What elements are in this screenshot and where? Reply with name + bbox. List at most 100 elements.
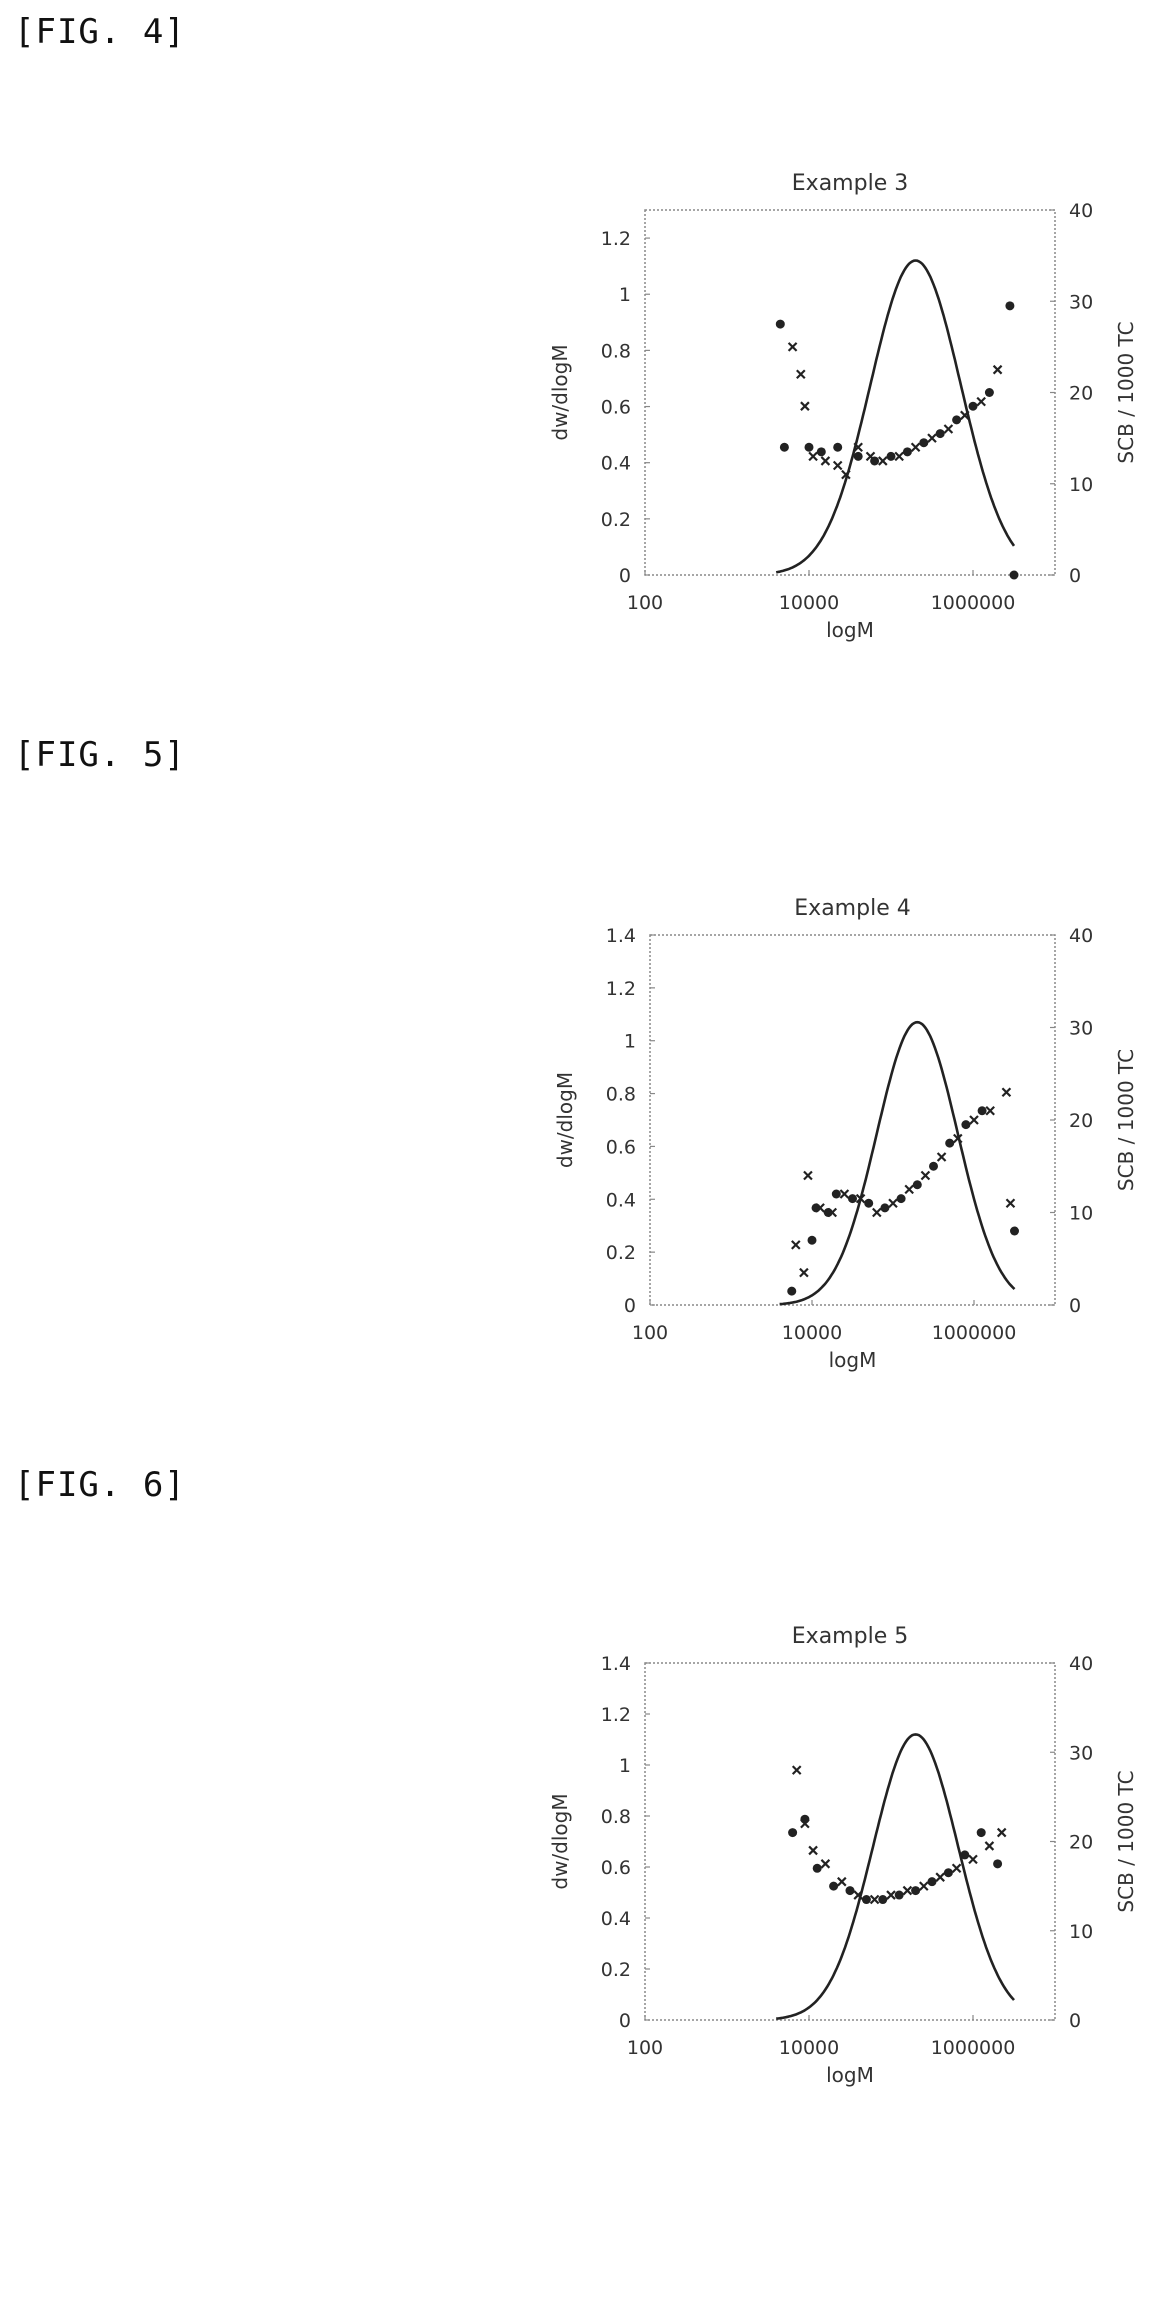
y-tick-label: 0 xyxy=(619,2010,631,2032)
y-tick-label: 0.2 xyxy=(601,509,631,531)
scb-dot-point xyxy=(878,1895,888,1905)
y-tick-label: 0.8 xyxy=(601,1806,631,1828)
scb-dot-point xyxy=(1009,570,1019,580)
y-tick-label: 1 xyxy=(624,1031,636,1053)
scb-cross-point xyxy=(808,1845,818,1856)
y-tick-label: 0.8 xyxy=(606,1084,636,1106)
scb-cross-point xyxy=(919,1881,929,1891)
cross-stroke xyxy=(855,1193,866,1204)
y-tick-label: 0.8 xyxy=(601,340,631,362)
scb-cross-point xyxy=(968,1854,978,1865)
x-axis-label: logM xyxy=(826,2063,874,2087)
scb-dot-point xyxy=(961,1120,971,1130)
scb-cross-point xyxy=(1001,1087,1012,1098)
x-tick-label: 1000000 xyxy=(932,1322,1017,1344)
scb-cross-point xyxy=(800,401,810,411)
scb-dot-point xyxy=(804,442,814,452)
cross-stroke xyxy=(791,1765,802,1775)
cross-stroke xyxy=(894,451,904,462)
cross-stroke xyxy=(936,1152,947,1162)
cross-stroke xyxy=(800,401,810,411)
x-tick-label: 10000 xyxy=(779,2037,839,2059)
y-tick-label: 0.2 xyxy=(601,1959,631,1981)
y-axis-label: dw/dlogM xyxy=(548,344,572,440)
scb-cross-point xyxy=(853,442,863,453)
scb-cross-point xyxy=(841,469,851,480)
y-tick-label: 1.4 xyxy=(601,1653,631,1675)
scb-dot-point xyxy=(831,1189,841,1199)
y-tick-label: 0 xyxy=(624,1295,636,1317)
scb-cross-point xyxy=(951,1863,962,1874)
y2-axis-label: SCB / 1000 TC xyxy=(1114,1770,1138,1912)
y-tick-label: 1.2 xyxy=(601,228,631,250)
x-tick-label: 10000 xyxy=(779,592,839,614)
scb-dot-point xyxy=(977,1106,987,1116)
mwd-curve xyxy=(776,1733,1015,2020)
y-tick-label: 0.6 xyxy=(606,1136,636,1158)
chart-example-4: Example 4 0 0.2 0.4 0.6 0.8 1 1.2 1.4 0 10 20 30 40 10… xyxy=(553,896,1138,1372)
scb-dot-point xyxy=(829,1881,839,1891)
scb-cross-point xyxy=(910,442,921,453)
cross-stroke xyxy=(803,1170,813,1181)
scb-dot-point xyxy=(812,1863,822,1873)
y2-tick-label: 20 xyxy=(1069,1110,1093,1132)
y-tick-label: 1 xyxy=(619,1755,631,1777)
scb-dot-point xyxy=(911,1886,921,1896)
y2-tick-label: 10 xyxy=(1069,1203,1093,1225)
scb-dot-point xyxy=(1005,301,1015,311)
x-axis-label: logM xyxy=(829,1348,877,1372)
scb-dot-point xyxy=(886,451,896,461)
scb-dot-point xyxy=(993,1859,1003,1869)
scb-cross-point xyxy=(953,1133,963,1144)
scb-dot-point xyxy=(894,1890,904,1900)
scb-cross-point xyxy=(902,1885,913,1896)
y-axis-label: dw/dlogM xyxy=(548,1793,572,1889)
cross-stroke xyxy=(865,451,876,462)
cross-stroke xyxy=(976,396,986,407)
scb-cross-point xyxy=(936,1152,947,1162)
scb-cross-point xyxy=(888,1198,898,1209)
y-tick-label: 0.4 xyxy=(601,453,631,475)
x-tick-label: 1000000 xyxy=(931,592,1016,614)
scb-dot-point xyxy=(833,442,843,452)
scb-cross-point xyxy=(799,1267,809,1278)
x-tick-label: 100 xyxy=(632,1322,668,1344)
scb-dot-point xyxy=(976,1828,986,1838)
scb-cross-point xyxy=(992,364,1003,375)
cross-stroke xyxy=(886,1890,896,1900)
scb-dot-point xyxy=(929,1161,938,1171)
y-tick-label: 1.4 xyxy=(606,925,636,947)
cross-stroke xyxy=(902,1885,913,1896)
scb-cross-point xyxy=(853,1890,863,1900)
scb-cross-point xyxy=(837,1876,847,1887)
scb-cross-point xyxy=(787,342,798,352)
scb-cross-point xyxy=(855,1193,866,1204)
scb-dot-point xyxy=(927,1877,937,1887)
scb-dot-point xyxy=(984,388,994,397)
scb-cross-point xyxy=(943,424,954,434)
scb-cross-point xyxy=(969,1115,979,1125)
cross-stroke xyxy=(853,1890,863,1900)
scb-cross-point xyxy=(960,410,970,421)
scb-cross-point xyxy=(1005,1198,1016,1209)
scb-dot-point xyxy=(968,401,978,411)
cross-stroke xyxy=(910,442,921,453)
x-tick-label: 1000000 xyxy=(931,2037,1016,2059)
cross-stroke xyxy=(839,1189,850,1199)
chart-example-3: Example 3 0 0.2 0.4 0.6 0.8 1 1.2 0 10 20 30 40 100 10… xyxy=(548,171,1138,642)
cross-stroke xyxy=(799,1267,809,1278)
scb-dot-point xyxy=(816,447,826,457)
chart-title: Example 4 xyxy=(794,896,910,921)
y-tick-label: 0.2 xyxy=(606,1242,636,1264)
cross-stroke xyxy=(960,410,970,421)
scb-dot-point xyxy=(960,1850,970,1860)
x-tick-label: 100 xyxy=(627,2037,663,2059)
mwd-curve xyxy=(779,1020,1016,1306)
scb-dot-point xyxy=(943,1868,953,1878)
cross-stroke xyxy=(791,1240,801,1250)
cross-stroke xyxy=(920,1170,931,1181)
scb-cross-point xyxy=(820,1859,831,1869)
cross-stroke xyxy=(953,1133,963,1144)
cross-stroke xyxy=(1001,1087,1012,1098)
y2-tick-label: 10 xyxy=(1069,1921,1093,1943)
